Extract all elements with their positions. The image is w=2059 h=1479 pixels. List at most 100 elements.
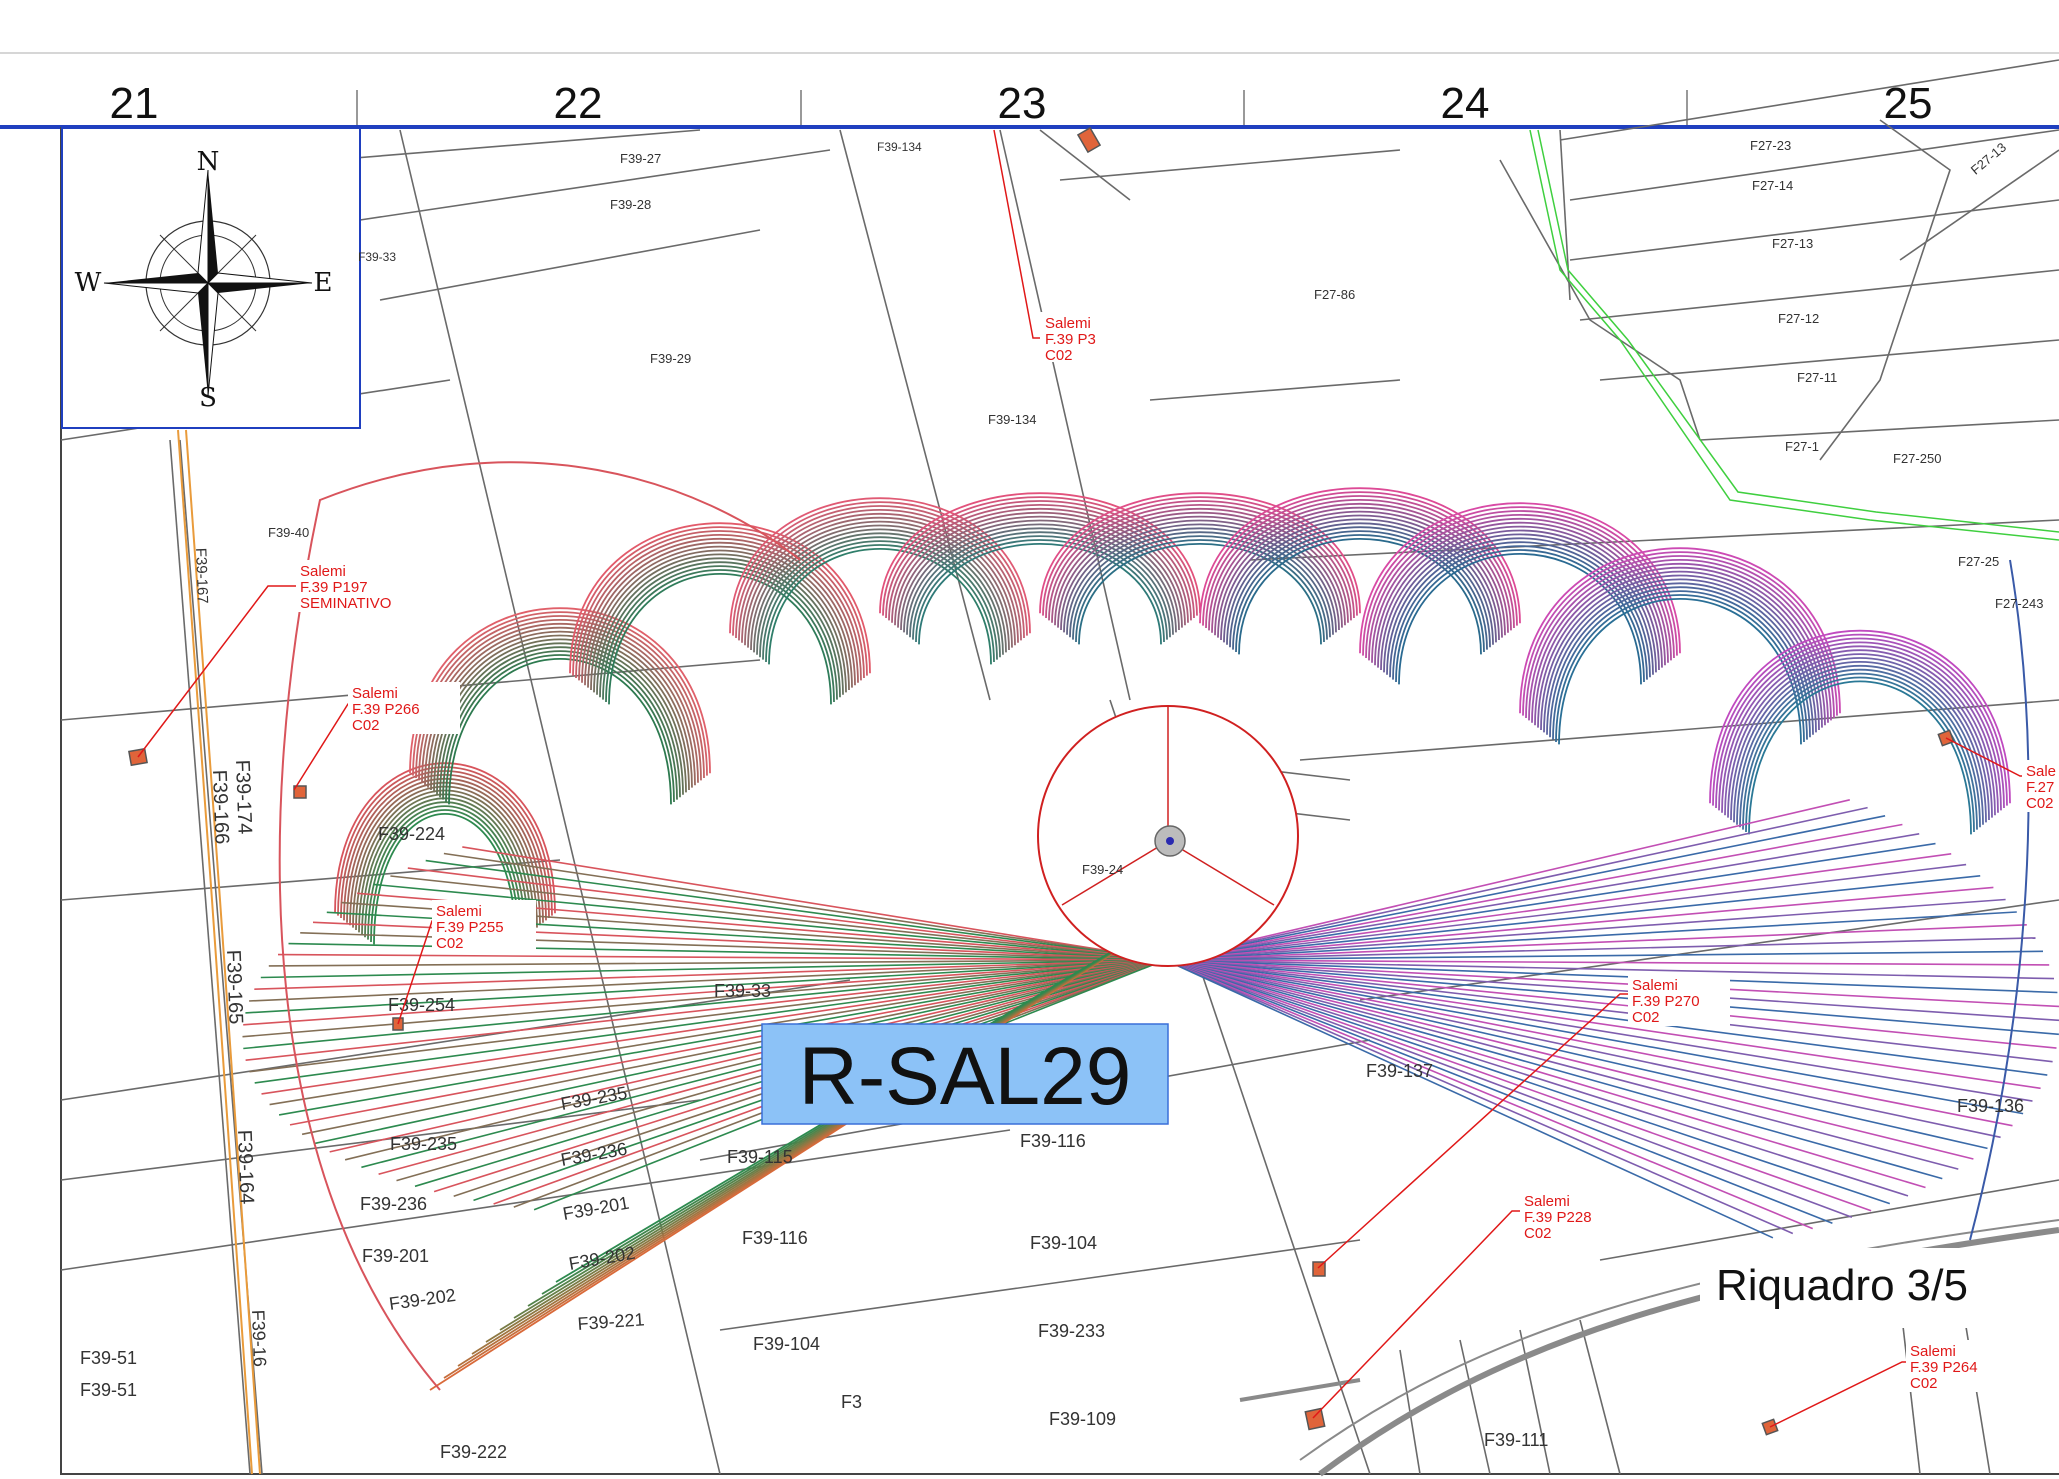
flicker-curve — [1164, 959, 1943, 1180]
parcel-label: F39-164 — [233, 1129, 258, 1204]
flicker-curve — [1214, 506, 1506, 636]
callout-line: F.27 — [2026, 779, 2054, 796]
parcel-label: F39-136 — [1957, 1096, 2024, 1116]
receptor-markers — [128, 126, 1955, 1436]
callout-salemi-p255: Salemi F.39 P255 C02 — [432, 900, 536, 952]
rotor-area — [1037, 705, 1299, 967]
flicker-curve — [1164, 959, 2033, 1102]
flicker-curve — [608, 573, 832, 705]
flicker-curve — [1724, 649, 1996, 816]
callout-line: Salemi — [300, 563, 346, 580]
flicker-curve — [315, 959, 1166, 1145]
parcel-label: F39-16 — [248, 1309, 270, 1367]
parcel-label: F27-13 — [1968, 140, 2009, 178]
flicker-curve — [245, 959, 1166, 1061]
parcel-label: F39-134 — [877, 140, 922, 154]
parcel-label: F39-33 — [358, 250, 396, 264]
flicker-curve — [249, 959, 1166, 1073]
flicker-curve — [1164, 823, 1903, 961]
flicker-curve — [254, 959, 1166, 1084]
flicker-curve — [897, 515, 1183, 628]
flicker-curve — [254, 959, 1166, 990]
building-marker — [1304, 1407, 1326, 1431]
flicker-curve — [894, 511, 1186, 626]
callout-salemi-p228: Salemi F.39 P228 C02 — [1520, 1190, 1624, 1242]
flicker-curve — [1380, 529, 1660, 671]
flicker-curve — [1238, 538, 1482, 655]
parcel-label: F39-40 — [268, 525, 309, 540]
flicker-curve — [425, 859, 1166, 961]
flicker-curve — [352, 785, 538, 928]
flicker-curve — [346, 778, 544, 923]
parcel-label: F39-254 — [388, 995, 455, 1015]
flicker-curve — [1164, 959, 2058, 994]
flicker-curve — [1164, 959, 2013, 1127]
flicker-curve — [915, 539, 1165, 643]
flicker-curve — [1164, 886, 1994, 961]
flicker-curve — [888, 504, 1192, 621]
flicker-curve — [1709, 629, 2011, 804]
flicker-curve — [462, 846, 1166, 961]
flicker-curve — [1164, 959, 1853, 1219]
flicker-curve — [1733, 661, 1987, 823]
flicker-curve — [289, 959, 1166, 1126]
flicker-curve — [373, 883, 1166, 961]
flicker-curve — [738, 509, 1022, 641]
flicker-curve — [599, 561, 841, 698]
flicker-curve — [918, 543, 1162, 645]
flicker-curve — [1537, 570, 1823, 728]
flicker-curve — [1057, 515, 1343, 628]
flicker-curve — [1742, 672, 1978, 830]
flicker-curve — [1054, 511, 1346, 626]
callout-line: Salemi — [1524, 1193, 1570, 1210]
flicker-curve — [1078, 543, 1322, 645]
flicker-curve — [891, 508, 1189, 623]
flicker-curve — [1164, 959, 1974, 1160]
parcel-label: F27-12 — [1778, 311, 1819, 326]
callout-line: F.39 P270 — [1632, 993, 1700, 1010]
flicker-curve — [1069, 531, 1331, 638]
flicker-curve — [1164, 959, 2053, 1063]
flicker-curve — [581, 537, 859, 683]
parcel-label: F39-221 — [577, 1309, 645, 1334]
flicker-curve — [277, 953, 1166, 961]
flicker-curve — [1229, 526, 1491, 648]
flicker-curve — [1371, 518, 1669, 663]
parcel-label: F27-13 — [1772, 236, 1813, 251]
flicker-curve — [1060, 519, 1340, 631]
flicker-curve — [1392, 545, 1648, 680]
callout-line: C02 — [436, 935, 464, 952]
callout-line: C02 — [1524, 1225, 1552, 1242]
flicker-curve — [1042, 496, 1358, 616]
flicker-curve — [575, 530, 865, 679]
flicker-curve — [1164, 959, 1814, 1230]
parcel-label: F39-29 — [650, 351, 691, 366]
parcel-label: F27-86 — [1314, 287, 1355, 302]
parcel-label: F27-25 — [1958, 554, 1999, 569]
parcel-label: F39-166 — [208, 769, 233, 844]
parcel-label: F39-236 — [559, 1139, 629, 1170]
grid-column-23: 23 — [998, 79, 1047, 128]
flicker-curve — [1748, 680, 1972, 835]
flicker-curve — [732, 501, 1028, 636]
callout-line: C02 — [352, 717, 380, 734]
callout-salemi-f27: Sale F.27 C02 — [2022, 760, 2059, 812]
flicker-curve — [1164, 959, 2059, 1036]
flicker-curve — [879, 492, 1201, 614]
flicker-curve — [245, 959, 1166, 1014]
flicker-curve — [1223, 518, 1497, 643]
parcel-label: F39-111 — [1484, 1430, 1548, 1450]
callout-line: Salemi — [1045, 315, 1091, 332]
parcel-label: F39-165 — [222, 949, 247, 1024]
flicker-curve — [1969, 559, 2030, 1241]
flicker-curve — [1072, 535, 1328, 640]
building-marker — [1076, 126, 1102, 154]
flicker-curve — [1164, 799, 1850, 961]
flicker-curve — [1164, 959, 2001, 1139]
flicker-curve — [593, 553, 847, 693]
flicker-curve — [1398, 553, 1642, 685]
callout-line: SEMINATIVO — [300, 595, 391, 612]
flicker-curve — [1164, 875, 1981, 961]
flicker-curve — [390, 875, 1166, 961]
flicker-curve — [906, 527, 1174, 635]
